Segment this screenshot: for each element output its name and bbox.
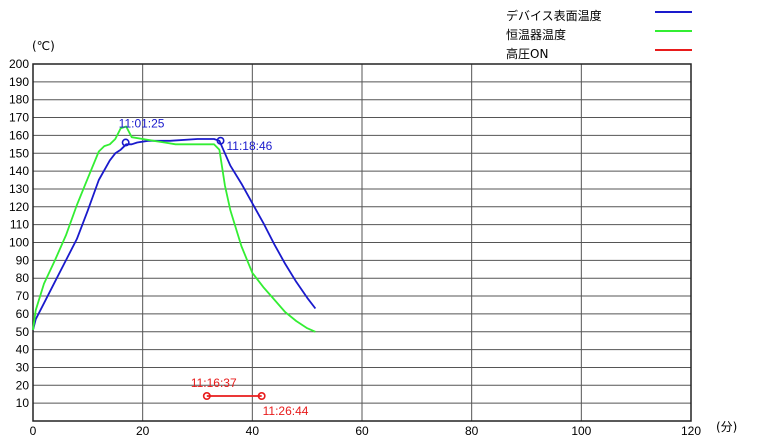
series-line-0 <box>32 138 317 331</box>
y-tick-label: 170 <box>9 111 29 125</box>
event-marker <box>202 392 211 401</box>
y-tick-label: 200 <box>9 57 29 71</box>
legend-label: 高圧ON <box>506 46 548 61</box>
event-marker <box>216 136 225 145</box>
y-tick-label: 60 <box>16 307 30 321</box>
legend-label: 恒温器温度 <box>506 27 566 42</box>
legend-label: デバイス表面温度 <box>506 8 602 23</box>
y-tick-label: 190 <box>9 75 29 89</box>
y-tick-label: 20 <box>16 378 30 392</box>
event-time-label: 11:18:46 <box>227 139 273 153</box>
event-time-label: 11:26:44 <box>263 404 309 418</box>
y-tick-label: 140 <box>9 164 29 178</box>
y-tick-label: 100 <box>9 236 29 250</box>
y-tick-label: 160 <box>9 128 29 142</box>
plot-frame <box>32 63 692 422</box>
y-tick-label: 120 <box>9 200 29 214</box>
y-tick-label: 90 <box>16 253 30 267</box>
x-tick-label: 80 <box>465 424 479 438</box>
event-marker <box>121 138 130 147</box>
y-tick-label: 30 <box>16 360 30 374</box>
x-tick-label: 100 <box>571 424 591 438</box>
annotations: 11:01:25 11:18:46 11:16:37 11:26:44 <box>119 117 309 418</box>
y-tick-label: 180 <box>9 93 29 107</box>
y-axis-unit: (℃) <box>32 39 55 53</box>
x-tick-label: 40 <box>246 424 260 438</box>
y-tick-label: 40 <box>16 343 30 357</box>
x-tick-label: 60 <box>355 424 369 438</box>
series <box>32 125 317 397</box>
event-time-label: 11:16:37 <box>191 376 237 390</box>
x-tick-label: 0 <box>30 424 37 438</box>
event-time-label: 11:01:25 <box>119 117 165 131</box>
event-marker <box>257 392 266 401</box>
y-tick-label: 130 <box>9 182 29 196</box>
y-tick-label: 70 <box>16 289 30 303</box>
y-tick-label: 50 <box>16 325 30 339</box>
axes: 10 20 30 40 50 60 70 80 90 100 110 120 130 140 150 160 1… <box>9 57 701 438</box>
x-tick-label: 120 <box>681 424 701 438</box>
x-tick-label: 20 <box>136 424 150 438</box>
y-tick-label: 150 <box>9 146 29 160</box>
y-tick-label: 80 <box>16 271 30 285</box>
y-tick-label: 110 <box>10 218 29 232</box>
series-line-1 <box>32 125 316 333</box>
grid <box>33 64 691 421</box>
x-axis-unit: (分) <box>716 420 737 434</box>
y-tick-label: 10 <box>16 396 30 410</box>
